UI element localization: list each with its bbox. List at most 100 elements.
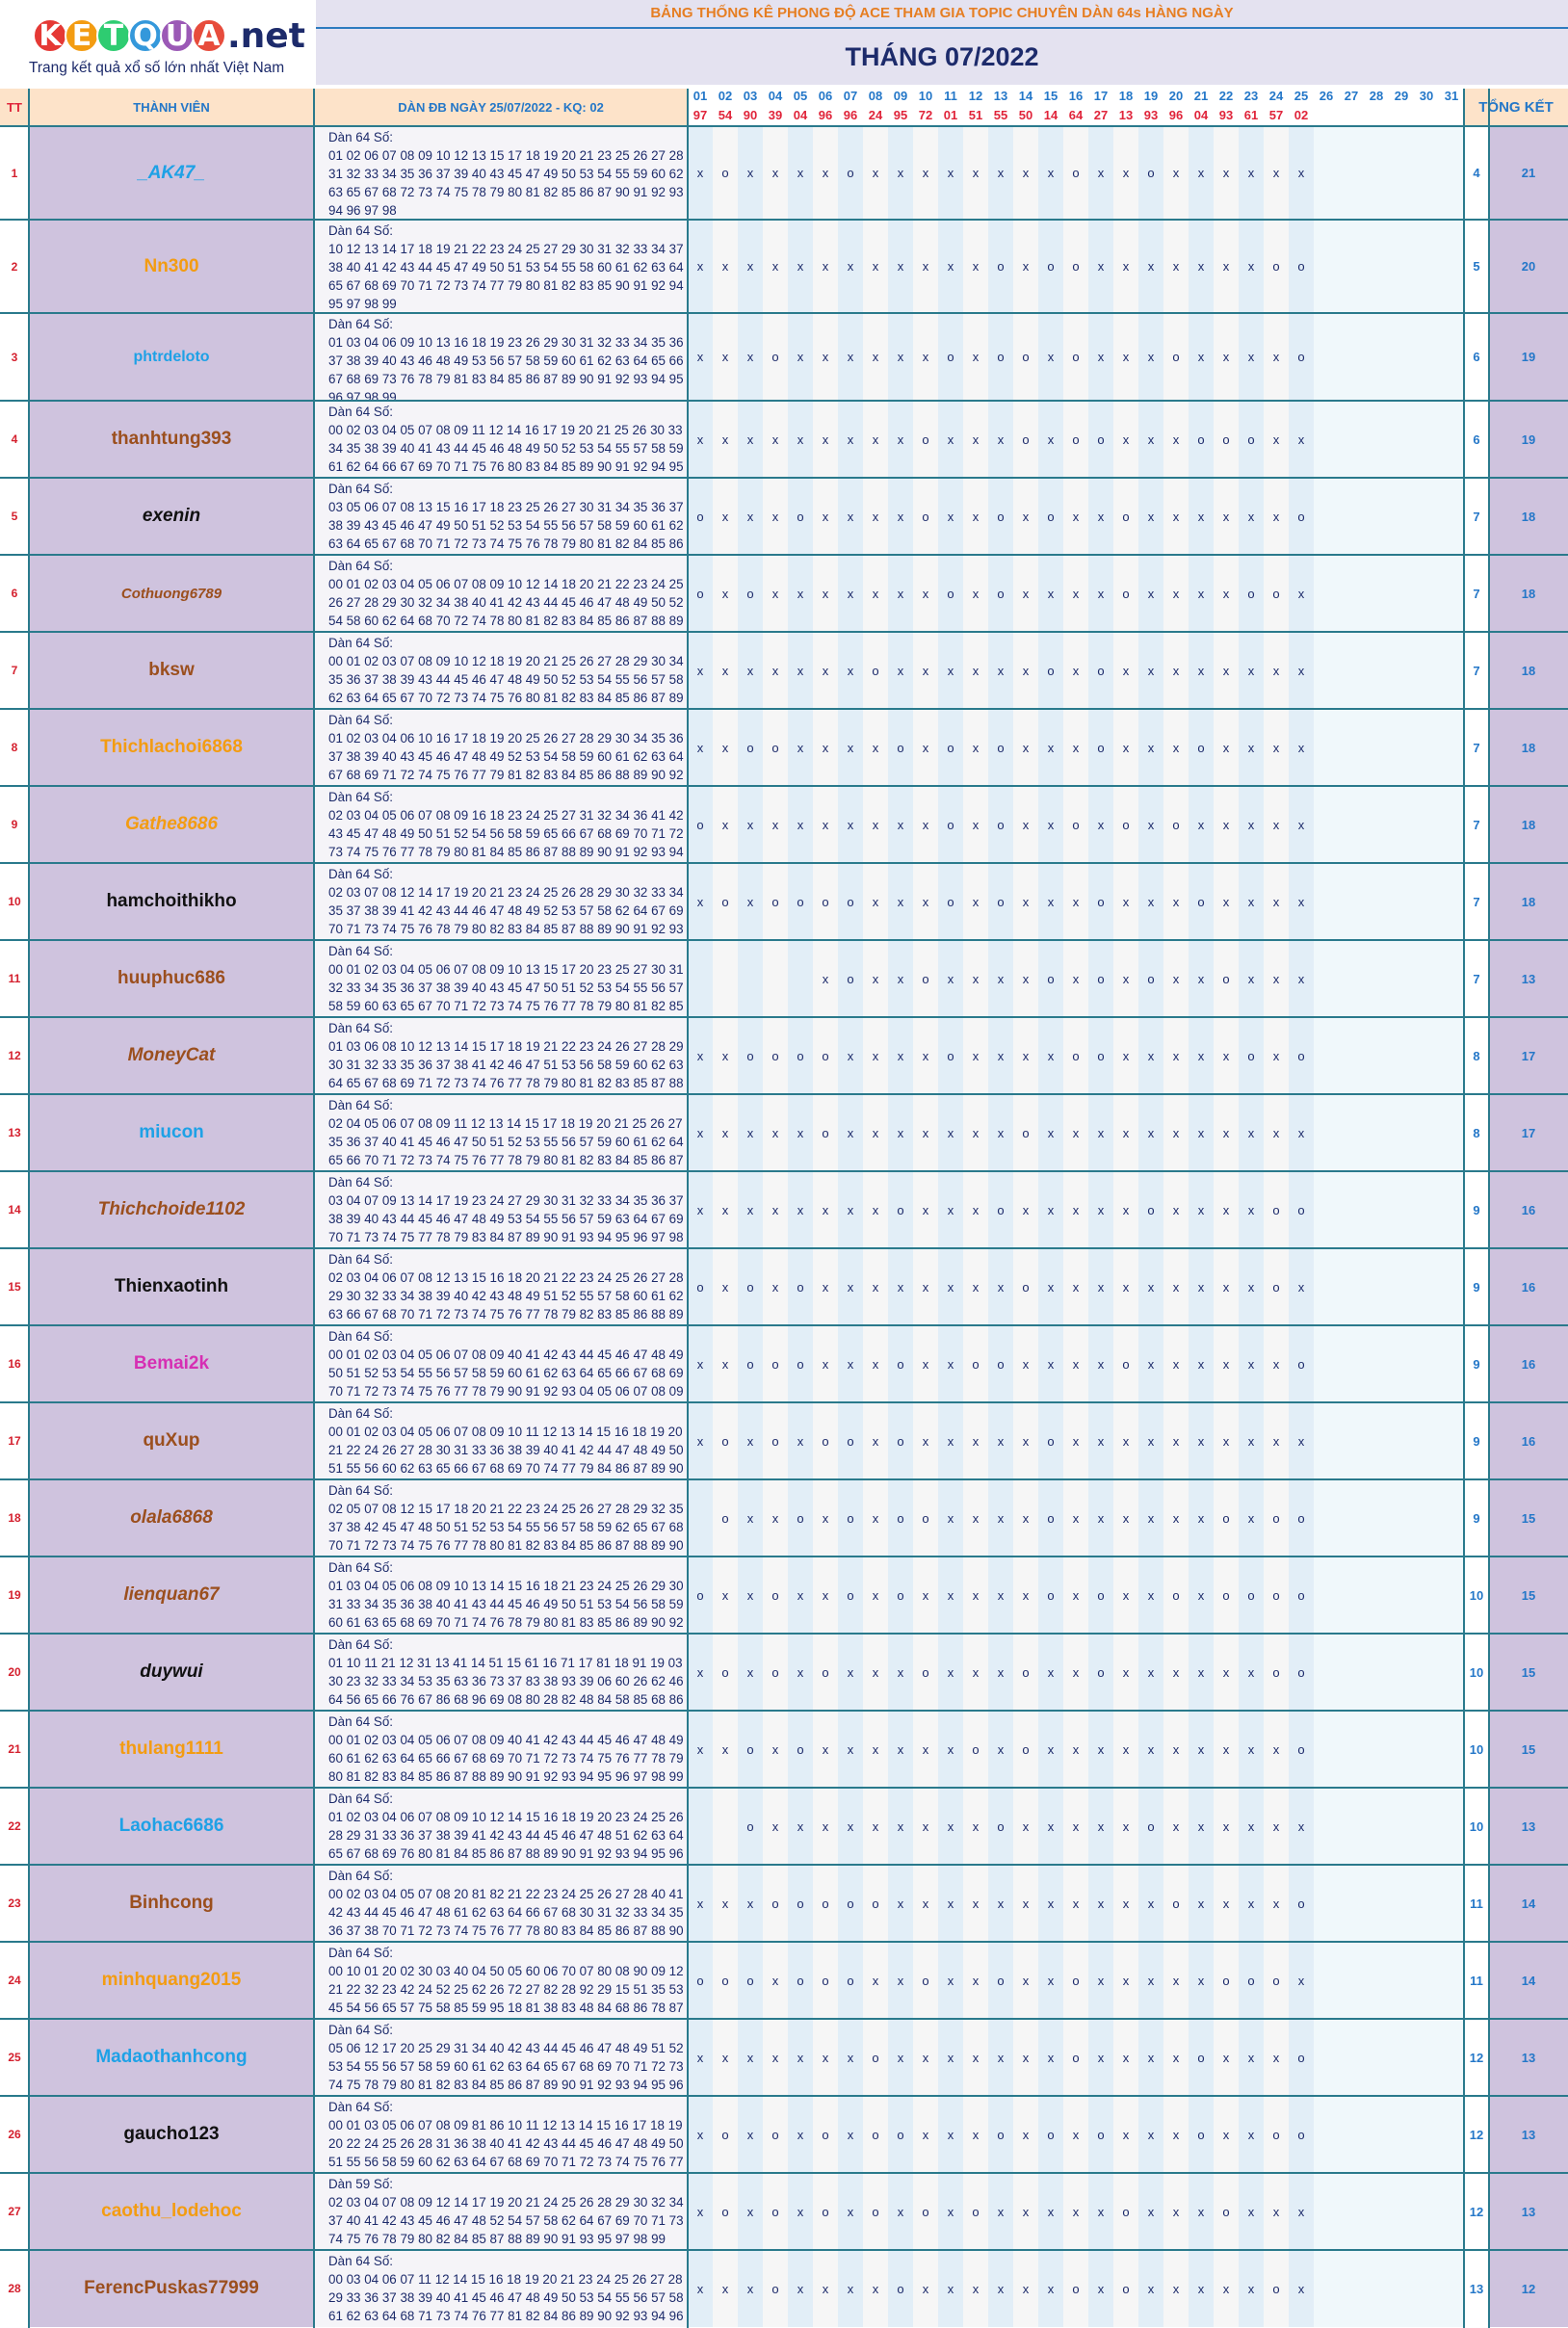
member-name[interactable]: Cothuong6789: [29, 555, 314, 632]
day-mark: x: [1013, 1788, 1038, 1865]
number-set: Dàn 64 Số: 05 06 12 17 20 25 29 31 34 40 …: [314, 2019, 688, 2096]
day-mark: x: [888, 2019, 913, 2096]
day-mark: [1389, 1402, 1414, 1479]
day-mark: [713, 940, 738, 1017]
day-mark: x: [713, 632, 738, 709]
day-mark: x: [1113, 2019, 1138, 2096]
number-set: Dàn 64 Số: 02 03 04 05 06 07 08 09 16 18 …: [314, 786, 688, 863]
member-name[interactable]: Nn300: [29, 220, 314, 313]
member-name[interactable]: duywui: [29, 1634, 314, 1711]
day-mark: [1414, 2096, 1439, 2173]
number-set-values: 03 05 06 07 08 13 15 16 17 18 23 25 26 2…: [328, 500, 684, 551]
day-mark: x: [913, 709, 938, 786]
day-mark: x: [1189, 1325, 1214, 1402]
member-name[interactable]: phtrdeloto: [29, 313, 314, 401]
day-mark: x: [813, 220, 838, 313]
day-mark: o: [1063, 1017, 1088, 1094]
member-name[interactable]: Bemai2k: [29, 1325, 314, 1402]
day-mark: o: [938, 709, 963, 786]
member-name[interactable]: Madaothanhcong: [29, 2019, 314, 2096]
day-mark: [1314, 1865, 1339, 1942]
member-name[interactable]: olala6868: [29, 1479, 314, 1556]
day-mark: x: [713, 1556, 738, 1634]
row-divider: [0, 125, 1568, 127]
day-mark: x: [1088, 1094, 1113, 1171]
day-mark: o: [1038, 940, 1063, 1017]
number-set-label: Dàn 64 Số:: [328, 867, 393, 881]
table-row: 7 bksw Dàn 64 Số: 00 01 02 03 07 08 09 10 1…: [0, 632, 1568, 709]
member-name[interactable]: bksw: [29, 632, 314, 709]
number-set-values: 03 04 07 09 13 14 17 19 23 24 27 29 30 3…: [328, 1193, 684, 1244]
row-index: 26: [0, 2096, 29, 2173]
day-mark: x: [788, 2096, 813, 2173]
day-mark: x: [1239, 2096, 1264, 2173]
day-mark: x: [1289, 2173, 1314, 2250]
member-name[interactable]: gaucho123: [29, 2096, 314, 2173]
day-mark: x: [1063, 863, 1088, 940]
day-mark: x: [813, 1479, 838, 1556]
day-mark: x: [1214, 1865, 1239, 1942]
day-result: 96: [838, 106, 863, 125]
member-name[interactable]: lienquan67: [29, 1556, 314, 1634]
member-name[interactable]: huuphuc686: [29, 940, 314, 1017]
number-set-label: Dàn 64 Số:: [328, 482, 393, 496]
day-mark: x: [1063, 1479, 1088, 1556]
number-set-values: 00 01 02 03 04 05 06 07 08 09 40 41 42 4…: [328, 1347, 684, 1399]
day-number: 30: [1414, 87, 1439, 106]
day-mark: [1364, 1788, 1389, 1865]
day-mark: x: [888, 1942, 913, 2019]
member-name[interactable]: miucon: [29, 1094, 314, 1171]
day-number: 21: [1189, 87, 1214, 106]
member-name[interactable]: Thichlachoi6868: [29, 709, 314, 786]
day-mark: x: [838, 632, 863, 709]
row-divider: [0, 2095, 1568, 2097]
logo-letter: Q: [128, 18, 163, 53]
day-mark: o: [1088, 940, 1113, 1017]
member-name[interactable]: Binhcong: [29, 1865, 314, 1942]
day-mark: x: [1163, 1711, 1189, 1788]
member-name[interactable]: Laohac6686: [29, 1788, 314, 1865]
day-mark: o: [1239, 401, 1264, 478]
day-mark: x: [713, 313, 738, 401]
day-mark: x: [888, 1865, 913, 1942]
member-name[interactable]: quXup: [29, 1402, 314, 1479]
number-set-label: Dàn 64 Số:: [328, 790, 393, 804]
member-name[interactable]: exenin: [29, 478, 314, 555]
member-name[interactable]: thanhtung393: [29, 401, 314, 478]
member-name[interactable]: minhquang2015: [29, 1942, 314, 2019]
hit-count: 6: [1464, 401, 1489, 478]
member-name[interactable]: Gathe8686: [29, 786, 314, 863]
number-set-values: 02 03 04 05 06 07 08 09 16 18 23 24 25 2…: [328, 808, 684, 859]
day-mark: x: [813, 1556, 838, 1634]
day-mark: x: [863, 1248, 888, 1325]
day-mark: x: [1138, 786, 1163, 863]
day-mark: x: [963, 401, 988, 478]
day-result: 93: [1138, 106, 1163, 125]
site-logo[interactable]: K E T Q U A .net Trang kết quả xổ số lớn nhất …: [0, 0, 316, 89]
day-mark: [1414, 401, 1439, 478]
day-mark: x: [1088, 1479, 1113, 1556]
day-mark: [1339, 1248, 1364, 1325]
member-name[interactable]: caothu_lodehoc: [29, 2173, 314, 2250]
day-mark: o: [988, 1942, 1013, 2019]
column-divider: [687, 89, 689, 2328]
day-number: 17: [1088, 87, 1113, 106]
day-mark: [1414, 478, 1439, 555]
day-mark: o: [888, 2096, 913, 2173]
col-header-dan: DÀN ĐB NGÀY 25/07/2022 - KQ: 02: [314, 89, 688, 125]
member-name[interactable]: hamchoithikho: [29, 863, 314, 940]
member-name[interactable]: Thichchoide1102: [29, 1171, 314, 1248]
member-name[interactable]: MoneyCat: [29, 1017, 314, 1094]
member-name[interactable]: _AK47_: [29, 126, 314, 220]
member-name[interactable]: FerencPuskas77999: [29, 2250, 314, 2327]
day-mark: x: [688, 1017, 713, 1094]
day-mark: [1314, 2250, 1339, 2327]
member-name[interactable]: Thienxaotinh: [29, 1248, 314, 1325]
day-mark: x: [1189, 478, 1214, 555]
day-mark: x: [1013, 1402, 1038, 1479]
day-mark: x: [1013, 1479, 1038, 1556]
day-mark: x: [1163, 1479, 1189, 1556]
hit-count: 7: [1464, 709, 1489, 786]
day-mark: x: [913, 1711, 938, 1788]
member-name[interactable]: thulang1111: [29, 1711, 314, 1788]
